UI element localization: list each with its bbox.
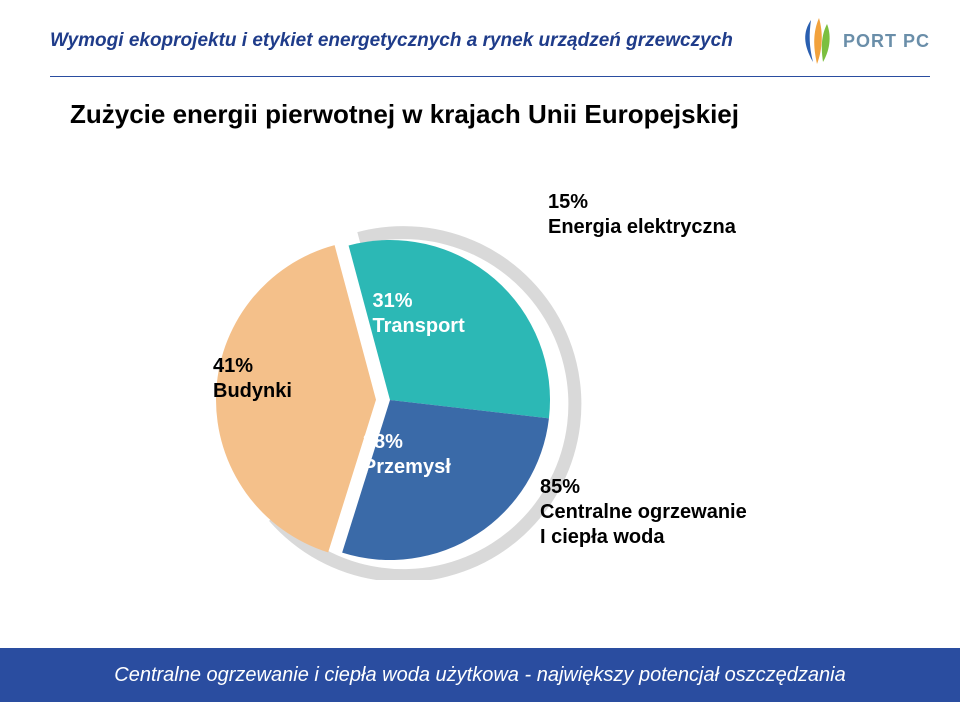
footer-text: Centralne ogrzewanie i ciepła woda użytk… (114, 664, 846, 687)
pie-slice-label: 31%Transport (373, 289, 465, 339)
header-rule (50, 76, 930, 77)
chart-area: 31%Transport 28%Przemysł 41%Budynki 15%Ener… (0, 160, 960, 600)
pie-slice-label: 41%Budynki (213, 354, 292, 404)
chart-annotation: 85%Centralne ogrzewanieI ciepła woda (540, 475, 747, 550)
page-title: Zużycie energii pierwotnej w krajach Uni… (70, 99, 960, 130)
logo-icon (793, 18, 835, 64)
header: Wymogi ekoprojektu i etykiet energetyczn… (0, 0, 960, 64)
footer-bar: Centralne ogrzewanie i ciepła woda użytk… (0, 648, 960, 702)
chart-annotation: 15%Energia elektryczna (548, 190, 736, 240)
logo: PORT PC (793, 18, 930, 64)
header-title: Wymogi ekoprojektu i etykiet energetyczn… (50, 30, 733, 52)
logo-text: PORT PC (843, 31, 930, 52)
pie-slice-label: 28%Przemysł (363, 430, 451, 480)
